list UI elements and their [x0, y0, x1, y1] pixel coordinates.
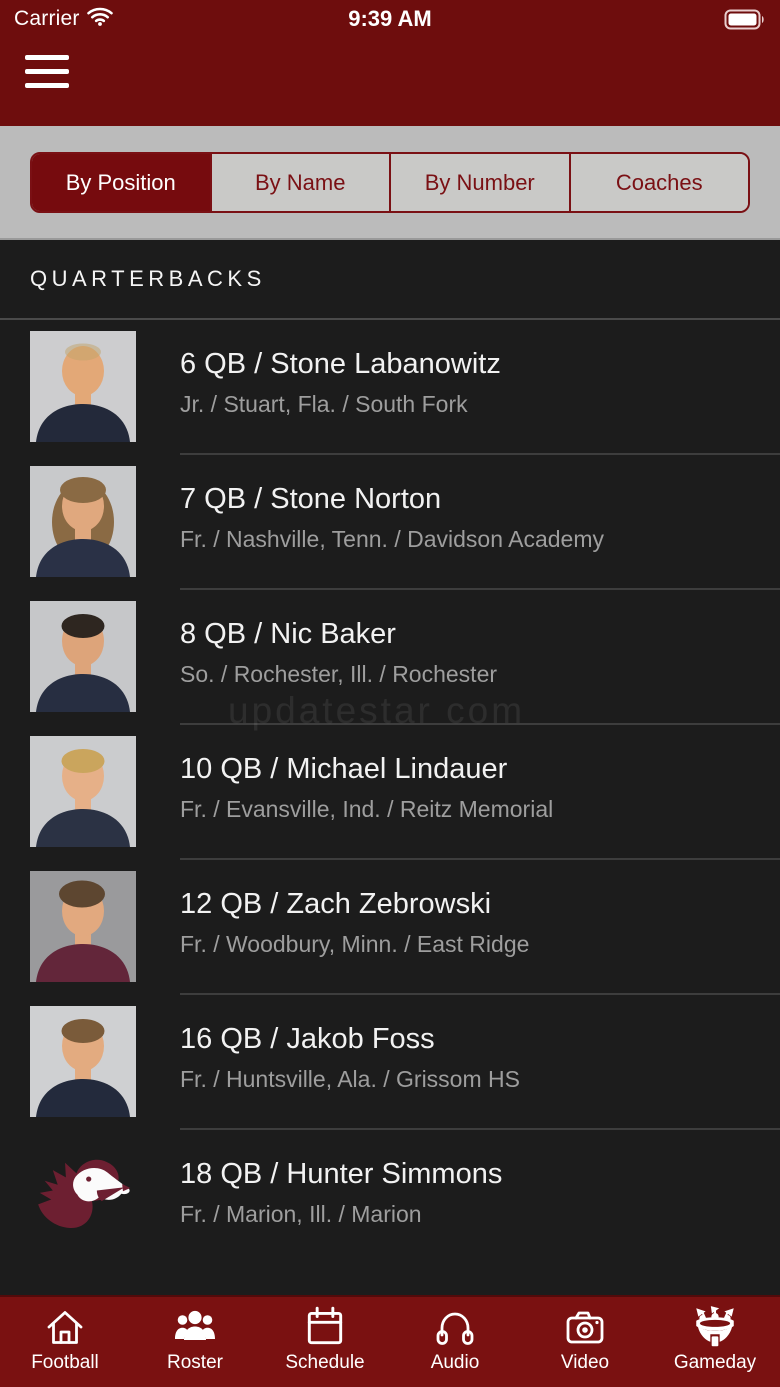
tab-item-gameday[interactable]: Gameday	[650, 1297, 780, 1387]
saluki-logo-icon	[38, 1159, 131, 1228]
tab-label: Roster	[167, 1352, 223, 1373]
player-photo	[30, 601, 136, 712]
player-title: 8 QB / Nic Baker	[180, 618, 396, 650]
section-header: QUARTERBACKS	[0, 240, 780, 320]
player-subtitle: So. / Rochester, Ill. / Rochester	[180, 661, 498, 687]
player-info: 16 QB / Jakob Foss Fr. / Huntsville, Ala…	[180, 995, 520, 1130]
player-title: 10 QB / Michael Lindauer	[180, 753, 508, 785]
saluki-logo-icon	[30, 1141, 136, 1252]
hamburger-bar	[25, 69, 69, 74]
people-icon	[171, 1303, 219, 1351]
filter-tab-by-number[interactable]: By Number	[391, 154, 571, 211]
player-subtitle: Fr. / Woodbury, Minn. / East Ridge	[180, 931, 530, 957]
tab-label: Football	[31, 1352, 99, 1373]
tab-label: Gameday	[673, 1352, 757, 1373]
player-info: 6 QB / Stone Labanowitz Jr. / Stuart, Fl…	[180, 320, 501, 455]
player-title: 12 QB / Zach Zebrowski	[180, 888, 492, 920]
filter-tab-by-position[interactable]: By Position	[32, 154, 212, 211]
player-row-7-qb-stone-norton[interactable]: 7 QB / Stone Norton Fr. / Nashville, Ten…	[0, 455, 780, 590]
bottom-tab-bar: Football Roster Schedule Audio Video	[0, 1295, 780, 1387]
camera-icon	[561, 1303, 609, 1351]
player-title: 18 QB / Hunter Simmons	[180, 1158, 503, 1190]
player-photo	[30, 1006, 136, 1117]
player-title: 16 QB / Jakob Foss	[180, 1023, 435, 1055]
player-info: 10 QB / Michael Lindauer Fr. / Evansvill…	[180, 725, 553, 860]
stadium-icon	[690, 1303, 740, 1351]
tab-item-football[interactable]: Football	[0, 1297, 130, 1387]
player-row-6-qb-stone-labanowitz[interactable]: 6 QB / Stone Labanowitz Jr. / Stuart, Fl…	[0, 320, 780, 455]
app-header: 9:39 AM Carrier	[0, 0, 780, 126]
tab-item-video[interactable]: Video	[520, 1297, 650, 1387]
player-rows: 6 QB / Stone Labanowitz Jr. / Stuart, Fl…	[0, 320, 780, 1265]
roster-list[interactable]: QUARTERBACKS 6 QB / Stone Labanowitz Jr.…	[0, 240, 780, 1295]
tab-label: Video	[560, 1352, 610, 1373]
player-row-18-qb-hunter-simmons[interactable]: 18 QB / Hunter Simmons Fr. / Marion, Ill…	[0, 1130, 780, 1265]
player-row-16-qb-jakob-foss[interactable]: 16 QB / Jakob Foss Fr. / Huntsville, Ala…	[0, 995, 780, 1130]
segmented-control: By Position By Name By Number Coaches	[30, 152, 750, 213]
battery-icon	[724, 9, 766, 30]
player-row-12-qb-zach-zebrowski[interactable]: 12 QB / Zach Zebrowski Fr. / Woodbury, M…	[0, 860, 780, 995]
tab-item-roster[interactable]: Roster	[130, 1297, 260, 1387]
player-photo	[30, 871, 136, 982]
player-subtitle: Fr. / Evansville, Ind. / Reitz Memorial	[180, 796, 554, 822]
player-subtitle: Jr. / Stuart, Fla. / South Fork	[180, 391, 468, 417]
filter-bar: By Position By Name By Number Coaches	[0, 126, 780, 240]
player-title: 6 QB / Stone Labanowitz	[180, 348, 501, 380]
tab-item-audio[interactable]: Audio	[390, 1297, 520, 1387]
player-row-10-qb-michael-lindauer[interactable]: 10 QB / Michael Lindauer Fr. / Evansvill…	[0, 725, 780, 860]
player-info: 8 QB / Nic Baker So. / Rochester, Ill. /…	[180, 590, 497, 725]
tab-label: Audio	[430, 1352, 480, 1373]
home-icon	[42, 1303, 88, 1351]
player-photo	[30, 331, 136, 442]
hamburger-bar	[25, 55, 69, 60]
calendar-icon	[302, 1303, 348, 1351]
carrier-label: Carrier	[14, 7, 80, 30]
filter-tab-by-name[interactable]: By Name	[211, 154, 391, 211]
hamburger-menu-button[interactable]	[25, 55, 69, 88]
player-info: 7 QB / Stone Norton Fr. / Nashville, Ten…	[180, 455, 604, 590]
filter-tab-coaches[interactable]: Coaches	[570, 154, 748, 211]
headphones-icon	[432, 1303, 478, 1351]
tab-item-schedule[interactable]: Schedule	[260, 1297, 390, 1387]
player-subtitle: Fr. / Huntsville, Ala. / Grissom HS	[180, 1066, 520, 1092]
status-time: 9:39 AM	[348, 6, 432, 31]
player-info: 18 QB / Hunter Simmons Fr. / Marion, Ill…	[180, 1130, 502, 1265]
player-subtitle: Fr. / Nashville, Tenn. / Davidson Academ…	[180, 526, 604, 552]
hamburger-bar	[25, 83, 69, 88]
player-row-8-qb-nic-baker[interactable]: 8 QB / Nic Baker So. / Rochester, Ill. /…	[0, 590, 780, 725]
section-title: QUARTERBACKS	[30, 266, 266, 291]
player-info: 12 QB / Zach Zebrowski Fr. / Woodbury, M…	[180, 860, 529, 995]
player-photo	[30, 466, 136, 577]
player-title: 7 QB / Stone Norton	[180, 483, 442, 515]
status-bar: 9:39 AM Carrier	[0, 0, 780, 31]
player-photo	[30, 736, 136, 847]
tab-label: Schedule	[285, 1352, 365, 1373]
wifi-icon	[86, 7, 113, 31]
player-subtitle: Fr. / Marion, Ill. / Marion	[180, 1201, 422, 1227]
